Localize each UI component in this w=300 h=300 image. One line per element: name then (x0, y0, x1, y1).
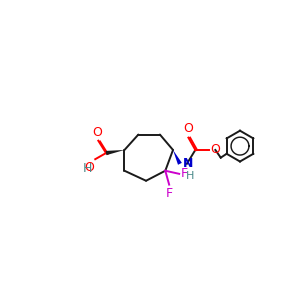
Text: F: F (181, 167, 188, 180)
Text: O: O (84, 161, 94, 174)
Text: H: H (186, 171, 194, 181)
Text: O: O (93, 126, 103, 139)
Text: H: H (83, 162, 92, 175)
Text: O: O (210, 143, 220, 156)
Polygon shape (173, 150, 182, 165)
Polygon shape (106, 150, 124, 155)
Text: F: F (166, 187, 173, 200)
Text: N: N (183, 157, 194, 169)
Text: O: O (184, 122, 193, 135)
